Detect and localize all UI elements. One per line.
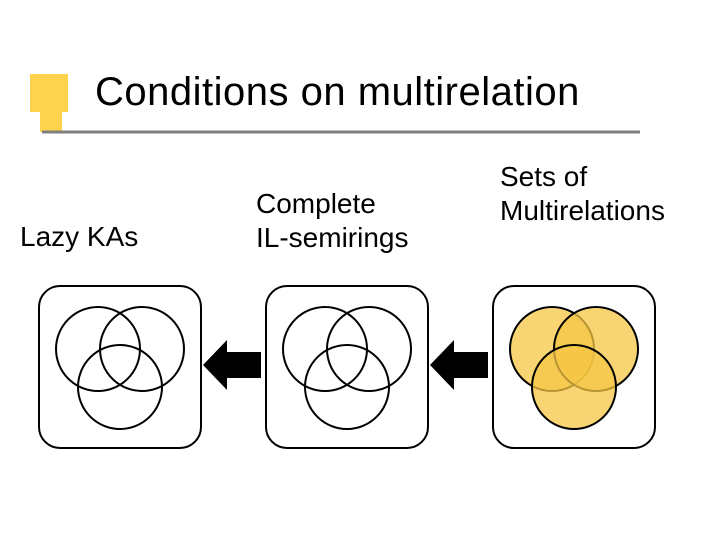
label-middle-line2: IL-semirings xyxy=(256,222,408,253)
venn-box-left xyxy=(38,285,202,449)
page-title: Conditions on multirelation xyxy=(95,70,580,115)
label-left-line1: Lazy KAs xyxy=(20,221,138,252)
arrow-left-icon xyxy=(430,340,488,390)
venn-middle xyxy=(267,287,427,447)
deco-square-2 xyxy=(40,110,62,132)
label-left: Lazy KAs xyxy=(20,220,138,254)
label-right-line2: Multirelations xyxy=(500,195,665,226)
venn-circle-filled xyxy=(532,345,616,429)
venn-right xyxy=(494,287,654,447)
label-right-line1: Sets of xyxy=(500,161,587,192)
venn-circle xyxy=(283,307,367,391)
venn-circle xyxy=(78,345,162,429)
label-middle: Complete IL-semirings xyxy=(256,187,408,254)
label-right: Sets of Multirelations xyxy=(500,160,665,227)
label-middle-line1: Complete xyxy=(256,188,376,219)
venn-circle xyxy=(305,345,389,429)
deco-square-1 xyxy=(30,74,68,112)
venn-circle xyxy=(327,307,411,391)
venn-circle xyxy=(56,307,140,391)
arrow-left-icon xyxy=(203,340,261,390)
venn-left xyxy=(40,287,200,447)
venn-box-right xyxy=(492,285,656,449)
venn-box-middle xyxy=(265,285,429,449)
venn-circle xyxy=(100,307,184,391)
